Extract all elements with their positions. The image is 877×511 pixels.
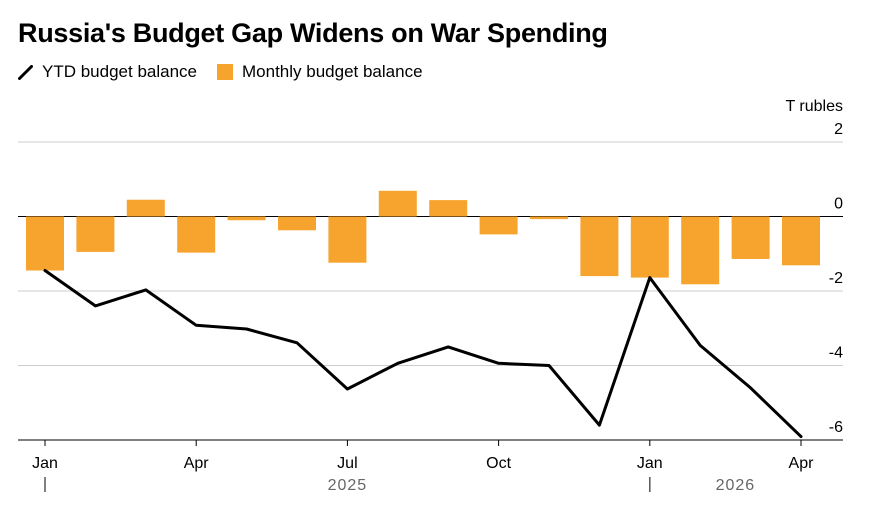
bar-monthly [731,216,770,259]
bar-monthly [177,216,216,253]
bar-monthly [227,216,266,221]
chart-legend: YTD budget balance Monthly budget balanc… [18,61,443,83]
bar-monthly [630,216,669,278]
bar-monthly [479,216,518,235]
year-label: 2026 [716,477,756,494]
bar-monthly [126,199,165,217]
y-tick-label: -6 [829,419,843,436]
bar-monthly [429,200,468,217]
year-label: 2025 [328,477,368,494]
bar-monthly [76,216,115,252]
y-tick-label: 0 [834,196,843,213]
chart-title: Russia's Budget Gap Widens on War Spendi… [18,18,608,48]
x-tick-label: Apr [184,455,210,472]
bar-monthly [378,190,417,217]
legend-label-ytd: YTD budget balance [42,62,197,81]
bar-monthly [530,216,568,220]
legend-bar-swatch [217,64,233,80]
x-tick-label: Apr [789,455,815,472]
bar-monthly [278,216,316,231]
legend-item-monthly: Monthly budget balance [217,62,423,82]
legend-line-swatch [18,64,33,80]
bar-monthly [681,216,720,285]
y-tick-label: -4 [829,345,843,362]
y-tick-label: -2 [829,270,843,287]
legend-label-monthly: Monthly budget balance [242,62,423,81]
bar-monthly [580,216,619,277]
bar-monthly [26,216,64,271]
x-tick-label: Jan [32,455,58,472]
y-tick-label: 2 [834,121,843,138]
legend-item-ytd: YTD budget balance [18,62,197,82]
bar-monthly [328,216,367,263]
x-tick-label: Oct [486,455,511,472]
x-tick-label: Jan [637,455,663,472]
line-ytd [43,269,803,439]
y-unit-label: T rubles [785,98,843,115]
bar-monthly [782,216,820,266]
x-tick-label: Jul [337,455,357,472]
